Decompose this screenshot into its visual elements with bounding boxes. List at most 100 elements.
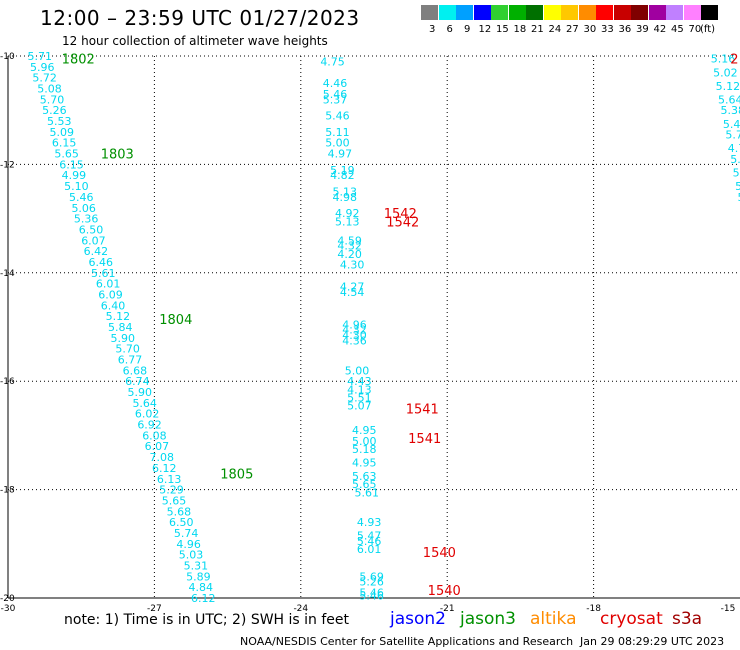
wave-height-value: 7.08 — [150, 451, 175, 464]
colorbar-label: 3 — [429, 24, 436, 35]
wave-height-value: 4.95 — [352, 424, 377, 437]
wave-height-value: 6.92 — [137, 419, 162, 432]
wave-height-value: 6.42 — [84, 245, 109, 258]
colorbar-swatch — [648, 5, 666, 20]
colorbar-label: 27 — [566, 24, 579, 35]
wave-height-value: 5.03 — [179, 549, 204, 562]
wave-height-value: 4.96 — [342, 318, 367, 331]
wave-height-value: 4.54 — [340, 286, 365, 299]
y-tick-label: -20 — [0, 594, 15, 604]
wave-height-value: 5.09 — [49, 126, 73, 139]
wave-height-value: 6.74 — [125, 375, 149, 388]
wave-height-value: 6.01 — [357, 543, 382, 556]
wave-height-value: 5.53 — [47, 115, 72, 128]
wave-height-value: 6.15 — [52, 137, 77, 150]
wave-height-value: 6.12 — [191, 592, 216, 605]
colorbar-swatch — [508, 5, 526, 20]
colorbar-label: 36 — [618, 24, 632, 35]
wave-height-value: 5.84 — [108, 321, 133, 334]
wave-height-value: 5.12 — [106, 310, 131, 323]
wave-height-value: 4.13 — [347, 383, 372, 396]
wave-height-value: 5.11 — [325, 126, 350, 139]
wave-height-value: 6.46 — [89, 256, 114, 269]
colorbar-label: 24 — [548, 24, 562, 35]
wave-height-value: 5.26 — [42, 104, 67, 117]
wave-height-value: 4.95 — [352, 457, 377, 470]
wave-height-value: 5.70 — [40, 93, 65, 106]
footer-credit: NOAA/NESDIS Center for Satellite Applica… — [240, 635, 574, 648]
colorbar-swatch — [666, 5, 683, 20]
wave-height-value: 4.27 — [340, 280, 365, 293]
wave-height-value: 6.77 — [118, 354, 143, 367]
wave-height-value: 4.32 — [342, 324, 367, 337]
y-tick-label: -18 — [0, 486, 15, 496]
wave-height-value: 4.93 — [357, 516, 382, 529]
wave-height-value: 4.43 — [347, 375, 372, 388]
wave-height-value: 4.36 — [342, 335, 367, 348]
wave-height-value: 4.32 — [337, 240, 362, 253]
wave-height-value: 5.08 — [738, 191, 740, 204]
colorbar-label: 9 — [464, 24, 471, 35]
wave-height-value: 5.46 — [69, 191, 94, 204]
wave-height-value: 5.32 — [733, 167, 740, 180]
wave-height-value: 5.68 — [167, 505, 192, 518]
colorbar-label: 18 — [513, 24, 527, 35]
y-tick-label: -10 — [0, 52, 15, 62]
axis-ticks: -30 -27 -24 -21 -18 -15 -10 -12 -14 -16 -18 -20 — [0, 52, 735, 614]
wave-height-value: 5.16 — [711, 53, 736, 66]
wave-height-value: 5.31 — [184, 559, 209, 572]
wave-height-value: 4.97 — [328, 148, 353, 161]
wave-height-value: 5.46 — [323, 88, 348, 101]
wave-height-value: 4.84 — [189, 581, 214, 594]
colorbar-label: 12 — [478, 24, 492, 35]
colorbar-swatch — [701, 5, 718, 20]
pass-label: 1540 — [423, 546, 456, 561]
y-tick-label: -14 — [0, 269, 15, 279]
legend-note: note: 1) Time is in UTC; 2) SWH is in fe… — [64, 612, 350, 628]
colorbar-swatch — [456, 5, 473, 20]
x-tick-label: -21 — [440, 604, 455, 614]
pass-label: 1803 — [101, 148, 134, 163]
wave-height-value: 4.82 — [330, 169, 355, 182]
wave-height-value: 5.38 — [720, 104, 740, 117]
wave-height-value: 5.07 — [347, 400, 372, 413]
y-tick-label: -12 — [0, 160, 15, 170]
colorbar-label: 42 — [653, 24, 667, 35]
wave-height-value: 5.46 — [357, 535, 382, 548]
wave-height-value: 5.48 — [723, 118, 740, 131]
wave-height-value: 6.08 — [142, 429, 167, 442]
wave-height-value: 4.73 — [728, 142, 740, 155]
satellite-legend-altika: altika — [530, 609, 577, 629]
wave-height-value: 5.61 — [735, 180, 740, 193]
colorbar-label: 6 — [446, 24, 453, 35]
plot-frame — [7, 55, 740, 599]
wave-height-value: 4.92 — [335, 207, 360, 220]
wave-height-value: 5.65 — [54, 148, 79, 161]
wave-height-value: 6.68 — [123, 364, 147, 377]
wave-height-value: 6.07 — [145, 440, 170, 453]
wave-height-value: 4.30 — [340, 259, 365, 272]
colorbar-swatch — [421, 5, 438, 20]
wave-height-value: 5.90 — [110, 332, 135, 345]
satellite-legend-jason2: jason2 — [390, 609, 446, 629]
satellite-legend-jason3: jason3 — [460, 609, 516, 629]
satellite-legend-cryosat: cryosat — [600, 609, 663, 629]
wave-height-value: 5.00 — [325, 137, 350, 150]
wave-height-value: 6.15 — [59, 158, 84, 171]
colorbar-swatch — [683, 5, 701, 20]
colorbar-label: 21 — [531, 24, 544, 35]
wave-height-value: 5.74 — [174, 527, 199, 540]
colorbar-swatch — [473, 5, 491, 20]
wave-height-value: 4.98 — [333, 191, 358, 204]
wave-height-value: 5.02 — [713, 66, 738, 79]
colorbar-swatch — [631, 5, 648, 20]
wave-height-value: 5.69 — [359, 570, 384, 583]
wave-height-value: 5.18 — [352, 443, 377, 456]
colorbar-swatch — [596, 5, 613, 20]
wave-height-value: 5.65 — [352, 478, 377, 491]
x-tick-label: -18 — [586, 604, 601, 614]
wave-height-value: 6.40 — [101, 299, 126, 312]
wave-height-value: 4.96 — [176, 538, 201, 551]
